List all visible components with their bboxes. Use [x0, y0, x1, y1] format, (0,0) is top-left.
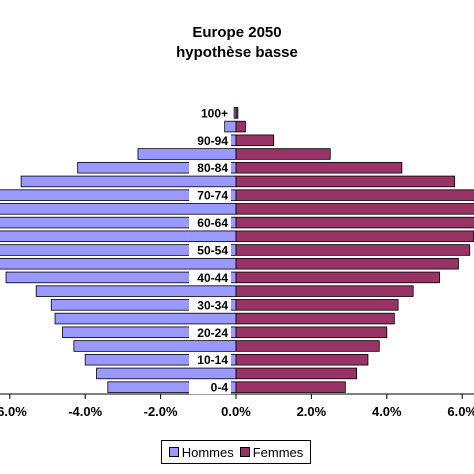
x-tick-label: -4.0% [68, 404, 102, 419]
y-tick-label: 50-54 [197, 244, 228, 258]
legend-label-femmes: Femmes [252, 444, 304, 460]
x-tick-label: 6.0% [447, 404, 474, 419]
bar-femmes-15-19 [235, 340, 380, 352]
bar-femmes-90-94 [235, 134, 275, 147]
y-tick-label: 80-84 [197, 161, 228, 175]
y-tick-label: 0-4 [211, 381, 229, 395]
y-label-background [189, 243, 231, 257]
y-tick-label: 40-44 [197, 271, 228, 285]
y-label-background [189, 352, 231, 367]
y-label-background [189, 188, 231, 203]
bar-femmes-30-34 [235, 299, 399, 311]
bar-hommes-55-59 [0, 230, 237, 243]
bar-femmes-5-9 [235, 367, 358, 380]
x-tick-label: 0.0% [221, 404, 251, 419]
y-label-background [189, 133, 231, 148]
bar-hommes-35-39 [35, 285, 237, 297]
y-label-background [189, 325, 231, 340]
y-tick-label: 30-34 [197, 298, 228, 312]
bar-hommes-5-9 [96, 367, 237, 380]
bar-femmes-0-4 [235, 381, 346, 393]
bar-femmes-100+ [235, 107, 239, 119]
y-tick-label: 20-24 [197, 326, 228, 340]
bar-femmes-75-79 [235, 175, 456, 188]
bar-femmes-45-49 [235, 257, 459, 270]
bar-femmes-55-59 [235, 230, 474, 243]
y-label-background [189, 160, 231, 175]
legend-label-hommes: Hommes [181, 444, 234, 460]
y-label-background [189, 297, 231, 312]
bar-femmes-95-99 [235, 120, 246, 133]
chart-title: Europe 2050 [192, 24, 282, 41]
bar-hommes-15-19 [73, 340, 237, 352]
x-tick-label: 4.0% [372, 404, 402, 419]
y-tick-label: 60-64 [197, 216, 228, 230]
chart-legend: Hommes Femmes [161, 440, 311, 464]
legend-item-hommes: Hommes [168, 444, 234, 460]
bar-femmes-10-14 [235, 353, 369, 366]
y-label-background [189, 270, 231, 285]
bar-hommes-65-69 [0, 203, 237, 215]
bar-hommes-45-49 [0, 257, 237, 270]
y-label-background [189, 105, 231, 120]
bar-hommes-95-99 [224, 120, 237, 133]
bar-femmes-35-39 [235, 285, 414, 297]
y-tick-label: 10-14 [197, 353, 228, 367]
y-label-background [189, 380, 231, 395]
legend-swatch-hommes [168, 447, 179, 457]
x-tick-label: -2.0% [144, 404, 178, 419]
bar-femmes-25-29 [235, 312, 395, 325]
y-tick-label: 70-74 [197, 189, 228, 203]
y-label-background [189, 215, 231, 230]
legend-swatch-femmes [239, 447, 250, 457]
legend-item-femmes: Femmes [239, 444, 304, 460]
bar-femmes-50-54 [235, 244, 471, 256]
bar-femmes-80-84 [235, 161, 403, 174]
bar-femmes-20-24 [235, 326, 388, 339]
bar-femmes-70-74 [235, 189, 474, 201]
y-tick-label: 100+ [201, 106, 228, 120]
x-tick-label: 2.0% [297, 404, 327, 419]
y-tick-label: 90-94 [197, 134, 228, 148]
bar-hommes-85-89 [137, 148, 237, 160]
bar-hommes-75-79 [20, 175, 237, 188]
bar-femmes-40-44 [235, 271, 440, 284]
chart-subtitle: hypothèse basse [176, 44, 298, 61]
bar-femmes-60-64 [235, 216, 474, 229]
bar-femmes-65-69 [235, 203, 474, 215]
bar-femmes-85-89 [235, 148, 331, 160]
x-tick-label: -6.0% [0, 404, 27, 419]
bar-hommes-25-29 [54, 312, 237, 325]
